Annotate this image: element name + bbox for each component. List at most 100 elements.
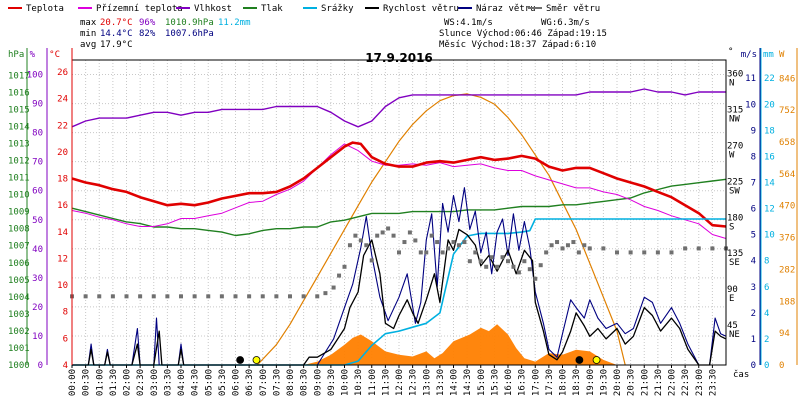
x-tick-label: 20:00 xyxy=(613,369,623,396)
legend-label: Srážky xyxy=(321,4,354,14)
wind-direction-point xyxy=(669,250,674,255)
wind-direction-point xyxy=(511,264,516,269)
axis-hpa-tick-label: 1007 xyxy=(8,242,30,252)
wind-direction-point xyxy=(628,250,633,255)
wind-direction-point xyxy=(456,243,461,248)
axis-temperature-tick-label: 18 xyxy=(57,175,68,185)
wind-direction-point xyxy=(288,294,292,299)
axis-temperature-tick-label: 10 xyxy=(57,281,68,291)
axis-percent-tick-label: 90 xyxy=(32,100,43,110)
wind-direction-point xyxy=(219,294,224,299)
wind-direction-point xyxy=(138,294,143,299)
x-tick-label: 10:30 xyxy=(354,369,364,396)
axis-wm2-unit: W xyxy=(779,50,785,60)
wind-direction-point xyxy=(440,250,445,255)
axis-temperature-tick-label: 24 xyxy=(57,95,68,105)
series-přízemní-teplota xyxy=(71,143,727,239)
x-tick-label: 13:00 xyxy=(422,369,432,396)
x-tick-label: 18:00 xyxy=(559,369,569,396)
axis-mm-tick-label: 20 xyxy=(764,100,775,110)
x-tick-label: 19:30 xyxy=(599,369,609,396)
wind-direction-point xyxy=(615,250,619,255)
wind-direction-point xyxy=(337,273,342,278)
wind-direction-point xyxy=(274,294,279,299)
x-tick-label: 21:00 xyxy=(640,369,650,396)
axis-ms-tick-label: 9 xyxy=(751,126,756,136)
x-tick-label: 09:00 xyxy=(313,369,323,396)
wind-direction-point xyxy=(451,240,456,245)
legend-label: Směr větru xyxy=(546,4,600,14)
axis-direction-tick-label: SE xyxy=(729,258,740,268)
wind-direction-point xyxy=(506,259,510,264)
wind-direction-point xyxy=(467,259,472,264)
marker-sunset xyxy=(592,356,601,364)
axis-direction-tick-label: 90 xyxy=(727,285,738,295)
x-tick-label: 04:00 xyxy=(177,369,187,396)
axis-wm2-tick-label: 846 xyxy=(779,74,795,84)
axis-hpa-tick-label: 1015 xyxy=(8,105,30,115)
wind-direction-point xyxy=(369,258,374,263)
wind-direction-point xyxy=(386,226,391,231)
x-tick-label: 12:00 xyxy=(395,369,405,396)
axis-ms-tick-label: 1 xyxy=(751,335,756,345)
axis-hpa-tick-label: 1008 xyxy=(8,225,30,235)
wind-direction-point xyxy=(391,233,396,238)
wind-direction-point xyxy=(582,243,587,248)
x-tick-label: 00:00 xyxy=(68,369,78,396)
axis-mm-tick-label: 6 xyxy=(764,283,769,293)
axis-wm2-tick-label: 752 xyxy=(779,106,795,116)
wind-direction-point xyxy=(516,270,521,275)
x-tick-label: 06:00 xyxy=(232,369,242,396)
axis-hpa-tick-label: 1017 xyxy=(8,71,30,81)
axis-ms-tick-label: 11 xyxy=(745,74,756,84)
x-tick-label: 13:30 xyxy=(436,369,446,396)
axis-percent-tick-label: 100 xyxy=(27,71,43,81)
wind-direction-point xyxy=(435,240,440,245)
x-tick-label: 15:00 xyxy=(477,369,487,396)
axis-mm-tick-label: 16 xyxy=(764,152,775,162)
axis-mm-tick-label: 12 xyxy=(764,205,775,215)
stats-block: max 20.7°C 96% 1010.9hPa 11.2mm min 14.4… xyxy=(80,18,607,50)
axis-hpa-unit: hPa xyxy=(8,50,24,60)
wind-direction-point xyxy=(710,246,715,251)
axis-mm-unit: mm xyxy=(763,50,774,60)
wind-direction-point xyxy=(683,246,688,251)
x-tick-label: 23:30 xyxy=(708,369,718,396)
wind-direction-point xyxy=(342,264,347,269)
axis-direction-tick-label: SW xyxy=(729,186,740,196)
stats-max-hum: 96% xyxy=(139,18,156,28)
x-tick-label: 15:30 xyxy=(490,369,500,396)
wind-direction-point xyxy=(418,250,423,255)
legend-label: Přízemní teplota xyxy=(96,4,183,14)
axis-hpa-tick-label: 1016 xyxy=(8,88,30,98)
axis-percent-tick-label: 80 xyxy=(32,129,43,139)
x-tick-label: 14:00 xyxy=(450,369,460,396)
wind-direction-point xyxy=(233,294,238,299)
axis-mm-tick-label: 2 xyxy=(764,335,769,345)
axis-direction-tick-label: 270 xyxy=(727,141,743,151)
axis-direction-tick-label: 135 xyxy=(727,249,743,259)
axis-direction-unit: ° xyxy=(728,47,733,57)
x-tick-label: 20:30 xyxy=(627,369,637,396)
wind-direction-point xyxy=(489,255,494,260)
chart-title: 17.9.2016 xyxy=(365,51,433,65)
axis-hpa-tick-label: 1004 xyxy=(8,293,30,303)
stats-avg-temp: 17.9°C xyxy=(100,40,133,50)
axis-ms-tick-label: 0 xyxy=(751,361,756,371)
x-tick-label: 11:30 xyxy=(381,369,391,396)
wind-direction-point xyxy=(179,294,183,299)
series-uv-area xyxy=(303,324,617,365)
axis-ms-unit: m/s xyxy=(741,50,757,60)
x-tick-label: 08:00 xyxy=(286,369,296,396)
wind-direction-point xyxy=(533,276,538,281)
axis-temperature-tick-label: 22 xyxy=(57,121,68,131)
wind-direction-point xyxy=(500,255,505,260)
wind-direction-point xyxy=(301,294,306,299)
wind-direction-point xyxy=(413,238,418,243)
axis-percent-tick-label: 0 xyxy=(38,361,43,371)
axis-direction-tick-label: 45 xyxy=(727,321,738,331)
axis-hpa-tick-label: 1006 xyxy=(8,259,30,269)
axis-temperature-tick-label: 20 xyxy=(57,148,68,158)
wind-direction-point xyxy=(192,294,197,299)
axis-mm-tick-label: 10 xyxy=(764,231,775,241)
